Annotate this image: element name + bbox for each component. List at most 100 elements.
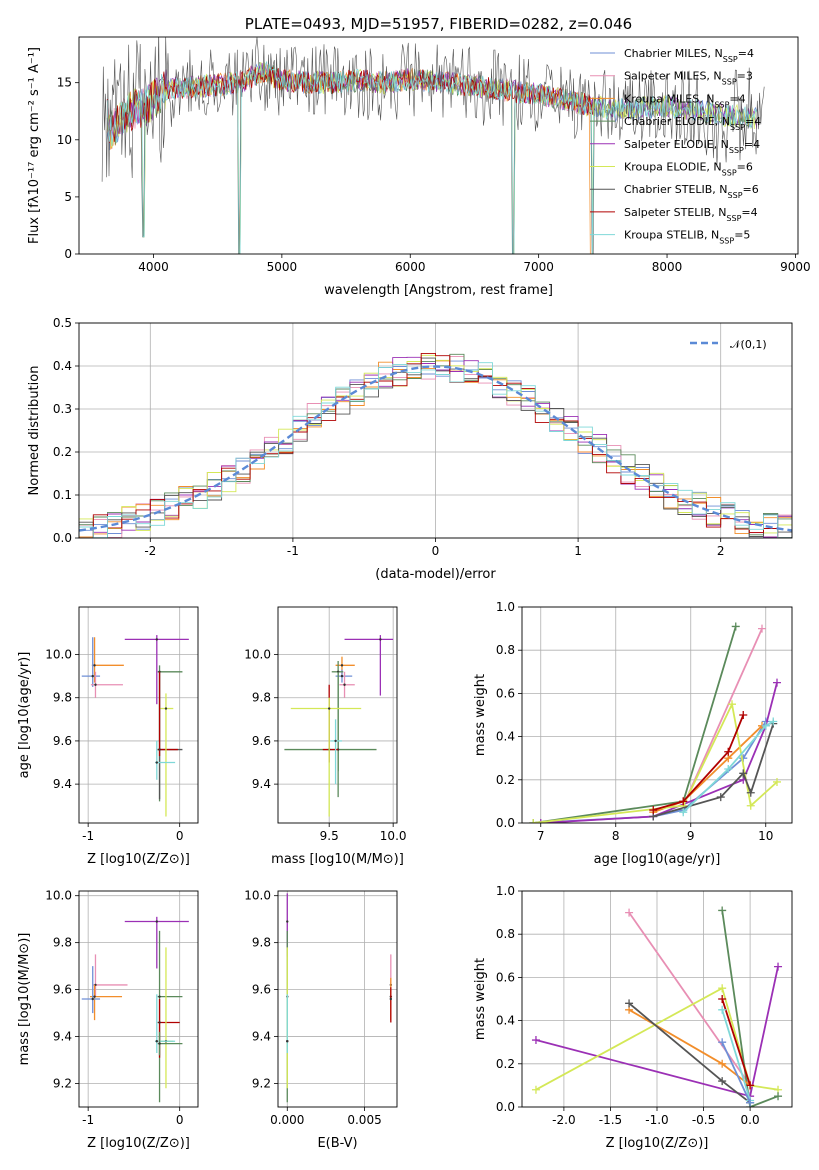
weight-marker <box>774 1092 783 1101</box>
y-axis-label: age [log10(age/yr)] <box>17 652 32 779</box>
y-tick-label: 10.0 <box>45 648 72 662</box>
weight-marker <box>679 797 688 806</box>
spectrum-series-line <box>106 62 757 254</box>
x-tick-label: -2 <box>144 544 156 558</box>
z_age-axes: -1 0 9.4 9.6 9.8 10.0 Z [log10(Z/Z⊙)] age [log1… <box>17 606 199 867</box>
weight-marker <box>746 801 755 810</box>
data-point <box>155 1040 159 1043</box>
weight-marker <box>529 819 538 823</box>
age_weight-axes: 7 8 9 10 0.0 0.2 0.4 0.6 0.8 1.0 age [log10(age/yr… <box>473 600 793 867</box>
ebv_mass-frame <box>277 890 398 1108</box>
y-tick-label: 0.1 <box>53 488 72 502</box>
x-axis-label: E(B-V) <box>317 1136 357 1151</box>
x-axis-label: age [log10(age/yr)] <box>594 852 721 867</box>
weight-marker <box>739 711 748 719</box>
y-axis-label: Normed distribution <box>27 366 42 496</box>
data-point <box>93 664 96 667</box>
data-point <box>155 638 159 641</box>
spectrum-series-line <box>101 37 765 254</box>
y-tick-label: 0.0 <box>496 816 515 830</box>
data-point <box>93 995 96 998</box>
weight-marker <box>718 1059 727 1068</box>
x-tick-label: -1 <box>287 544 299 558</box>
weight-marker <box>718 1005 727 1014</box>
weight-marker <box>625 908 634 917</box>
weight-marker <box>718 984 727 993</box>
z_weight-frame <box>521 890 793 1108</box>
z_age-plot-area <box>81 635 189 817</box>
x-axis-label: wavelength [Angstrom, rest frame] <box>324 283 553 298</box>
x-tick-label: 9 <box>687 829 695 843</box>
y-tick-label: 9.8 <box>252 936 271 950</box>
legend-entry: Salpeter MILES, NSSP=3 <box>624 70 753 87</box>
weight-series-line <box>721 1009 751 1101</box>
z_mass-axes: -1 0 9.2 9.4 9.6 9.8 10.0 Z [log10(Z/Z⊙)] mass [… <box>17 889 199 1151</box>
z_weight-axes: -2.0 -1.5 -1.0 -0.5 0.0 0.0 0.2 0.4 0.6 0.8 1.0 Z [… <box>473 884 793 1151</box>
x-axis-label: Z [log10(Z/Z⊙)] <box>87 1136 190 1151</box>
weight-marker <box>536 819 545 823</box>
x-tick-label: 8000 <box>652 260 683 274</box>
data-point <box>91 997 94 1001</box>
weight-marker <box>679 808 688 817</box>
y-tick-label: 9.8 <box>53 691 72 705</box>
weight-marker <box>649 806 658 815</box>
legend-entry: Salpeter STELIB, NSSP=4 <box>624 206 758 223</box>
x-tick-label: 2 <box>717 544 725 558</box>
weight-series-line <box>653 714 745 811</box>
x-tick-label: 7000 <box>523 260 554 274</box>
weight-series-line <box>533 626 737 823</box>
data-point <box>286 1040 289 1043</box>
weight-marker <box>746 1098 755 1107</box>
x-tick-label: 0 <box>432 544 440 558</box>
x-tick-label: -1 <box>82 829 94 843</box>
spectrum-plot-area <box>101 37 765 254</box>
weight-series-line <box>535 986 779 1091</box>
legend-entry: Chabrier STELIB, NSSP=6 <box>624 183 759 200</box>
x-tick-label: -0.5 <box>692 1113 715 1127</box>
z_mass-frame <box>78 890 199 1108</box>
x-tick-label: 0.000 <box>270 1113 304 1127</box>
legend-entry: Chabrier ELODIE, NSSP=4 <box>624 115 761 132</box>
weight-marker <box>769 717 778 726</box>
age_weight-plot-area <box>529 622 781 823</box>
y-tick-label: 0.3 <box>53 402 72 416</box>
y-tick-label: 9.6 <box>53 734 72 748</box>
y-axis-label: Flux [fλ10⁻¹⁷ erg cm⁻² s⁻¹ A⁻¹] <box>27 47 42 244</box>
y-tick-label: 9.4 <box>53 1030 72 1044</box>
weight-series-line <box>682 628 763 807</box>
z_weight-plot-area <box>531 906 783 1107</box>
y-tick-label: 9.6 <box>252 734 271 748</box>
x-tick-label: -2.0 <box>552 1113 575 1127</box>
x-tick-label: 6000 <box>395 260 426 274</box>
weight-series-line <box>628 1002 751 1104</box>
x-tick-label: 10 <box>758 829 773 843</box>
data-point <box>155 920 159 923</box>
histogram-series <box>79 352 792 538</box>
y-tick-label: 9.4 <box>252 1030 271 1044</box>
x-tick-label: 9.5 <box>320 829 339 843</box>
x-tick-label: 4000 <box>138 260 169 274</box>
weight-series-line <box>682 720 774 813</box>
y-tick-label: 0.0 <box>53 531 72 545</box>
x-tick-label: -1.0 <box>645 1113 668 1127</box>
y-tick-label: 10.0 <box>45 889 72 903</box>
mass_age-frame <box>277 606 398 824</box>
weight-marker <box>716 793 725 802</box>
spectrum-series-line <box>106 60 758 254</box>
legend-entry: Salpeter ELODIE, NSSP=4 <box>624 138 760 155</box>
data-point <box>158 748 161 751</box>
y-tick-label: 9.8 <box>53 936 72 950</box>
weight-marker <box>758 624 766 633</box>
weight-marker <box>746 1081 755 1090</box>
legend-entry: Kroupa ELODIE, NSSP=6 <box>624 161 753 178</box>
x-tick-label: -1.5 <box>599 1113 622 1127</box>
legend-entry: Kroupa STELIB, NSSP=5 <box>624 229 750 246</box>
residuals-frame <box>78 322 793 539</box>
y-axis-label: mass weight <box>473 674 488 756</box>
y-tick-label: 10.0 <box>244 889 271 903</box>
y-tick-label: 9.6 <box>53 983 72 997</box>
x-tick-label: 0.0 <box>741 1113 760 1127</box>
data-point <box>340 664 344 667</box>
weight-marker <box>773 678 781 687</box>
